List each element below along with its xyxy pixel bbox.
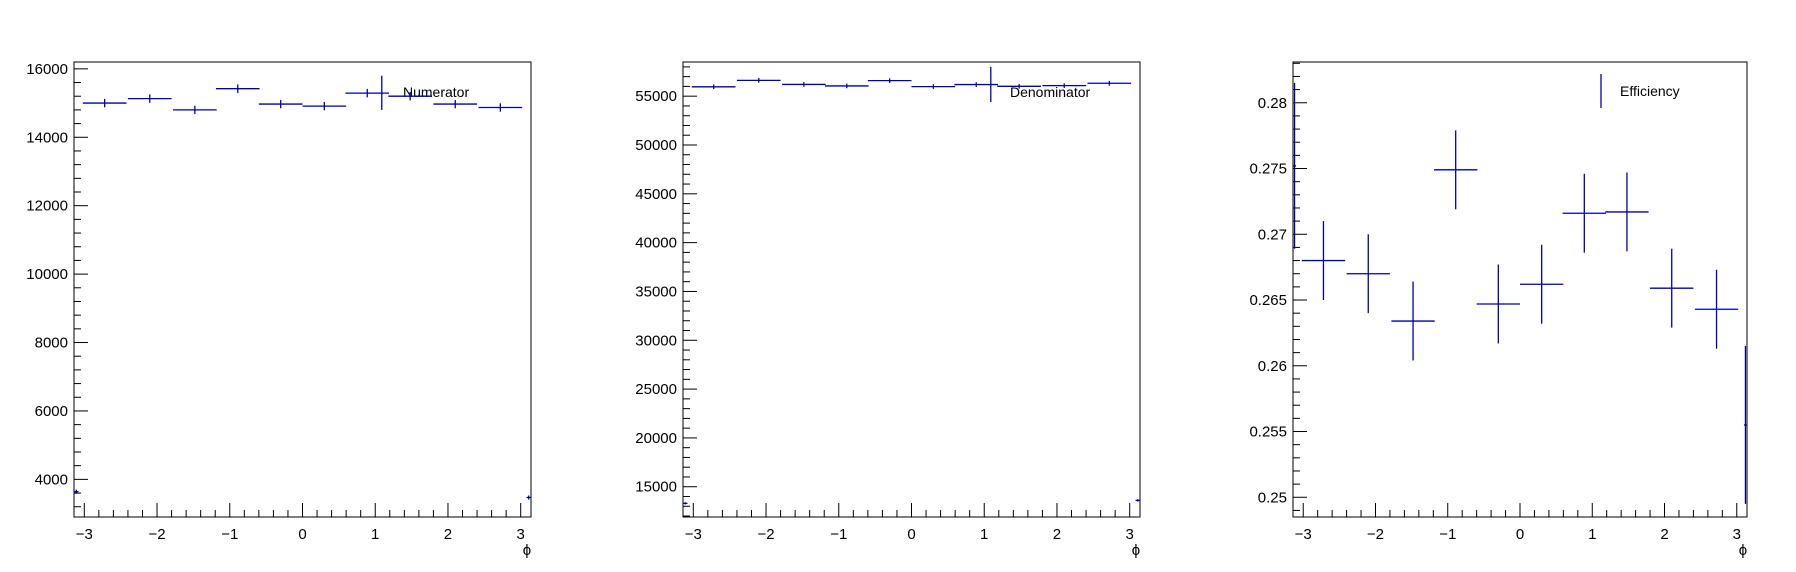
y-tick-label: 16000 xyxy=(26,61,68,78)
data-point xyxy=(824,83,869,89)
y-tick-label: 0.275 xyxy=(1249,161,1287,178)
y-tick-label: 14000 xyxy=(26,129,68,146)
data-point xyxy=(1346,234,1390,314)
data-point xyxy=(911,84,956,89)
x-tick-label: 1 xyxy=(980,526,988,543)
x-tick-label: 0 xyxy=(907,526,915,543)
data-point xyxy=(1434,130,1478,210)
data-point xyxy=(1042,83,1087,88)
x-tick-label: 2 xyxy=(444,526,452,543)
legend-label: Efficiency xyxy=(1620,83,1680,99)
x-tick-label: −3 xyxy=(76,526,93,543)
x-tick-label: −2 xyxy=(1367,526,1384,543)
x-tick-label: −3 xyxy=(685,526,702,543)
x-tick-label: −1 xyxy=(830,526,847,543)
plot-frame xyxy=(73,61,532,518)
data-point xyxy=(1293,83,1297,249)
denominator-panel: −3 −2 −1 0 1 2 3ϕ 15000 20000 25000 30000 35000 4000… xyxy=(635,61,1141,559)
data-point xyxy=(1562,173,1606,253)
x-tick-label: −1 xyxy=(221,526,238,543)
y-tick-label: 30000 xyxy=(635,332,677,349)
y-tick-label: 15000 xyxy=(635,479,677,496)
data-point xyxy=(1605,172,1649,252)
data-point xyxy=(1135,499,1140,502)
efficiency-panel: −3 −2 −1 0 1 2 3ϕ 0.25 0.255 0.26 0.265 0.27 0.275 0.… xyxy=(1249,61,1748,559)
data-point xyxy=(1087,80,1132,86)
y-tick-label: 20000 xyxy=(635,430,677,447)
data-point xyxy=(1391,281,1435,361)
x-tick-label: 3 xyxy=(1126,526,1134,543)
y-tick-label: 0.28 xyxy=(1258,95,1287,112)
x-axis-label: ϕ xyxy=(1739,542,1747,559)
data-point xyxy=(997,83,1041,89)
data-point xyxy=(1743,346,1747,504)
x-tick-label: 0 xyxy=(1516,526,1524,543)
y-tick-label: 12000 xyxy=(26,198,68,215)
data-point xyxy=(1694,269,1739,349)
data-point xyxy=(954,82,999,87)
data-point xyxy=(1520,244,1564,324)
data-point xyxy=(173,105,217,115)
y-tick-label: 4000 xyxy=(35,471,68,488)
x-tick-label: 2 xyxy=(1660,526,1668,543)
y-tick-label: 0.255 xyxy=(1249,424,1287,441)
x-axis-label: ϕ xyxy=(1132,542,1140,559)
x-tick-label: 3 xyxy=(517,526,525,543)
y-tick-label: 0.27 xyxy=(1258,226,1287,243)
y-tick-label: 6000 xyxy=(35,403,68,420)
y-tick-label: 0.26 xyxy=(1258,358,1287,375)
y-tick-label: 55000 xyxy=(635,88,677,105)
data-point xyxy=(1650,248,1694,328)
y-tick-label: 50000 xyxy=(635,137,677,154)
data-point xyxy=(691,84,736,90)
y-tick-label: 10000 xyxy=(26,266,68,283)
x-tick-label: −1 xyxy=(1439,526,1456,543)
x-tick-label: 2 xyxy=(1053,526,1061,543)
data-point xyxy=(74,489,79,494)
data-point xyxy=(258,99,303,109)
x-tick-label: 1 xyxy=(371,526,379,543)
data-point xyxy=(867,78,912,83)
plot-frame xyxy=(682,61,1141,518)
x-tick-label: 0 xyxy=(298,526,306,543)
data-point xyxy=(388,92,432,101)
x-tick-label: −2 xyxy=(757,526,774,543)
data-point xyxy=(345,88,390,98)
data-point xyxy=(215,84,260,93)
y-tick-label: 35000 xyxy=(635,283,677,300)
data-point xyxy=(782,82,826,87)
data-point xyxy=(736,78,781,83)
data-point xyxy=(526,495,531,500)
y-tick-label: 25000 xyxy=(635,381,677,398)
data-point xyxy=(433,99,478,109)
x-tick-label: −3 xyxy=(1295,526,1312,543)
x-axis-label: ϕ xyxy=(523,542,531,559)
data-point xyxy=(127,94,172,103)
y-tick-label: 40000 xyxy=(635,235,677,252)
plot-frame xyxy=(1292,61,1748,518)
legend-label: Numerator xyxy=(403,84,469,100)
y-tick-label: 0.25 xyxy=(1258,489,1287,506)
y-tick-label: 45000 xyxy=(635,186,677,203)
data-point xyxy=(1301,221,1346,301)
data-point xyxy=(82,98,127,108)
numerator-panel: −3 −2 −1 0 1 2 3ϕ 4000 6000 8000 10000 12000 14000 16… xyxy=(26,61,532,559)
data-point xyxy=(1476,264,1520,344)
y-tick-label: 8000 xyxy=(35,335,68,352)
data-point xyxy=(302,101,347,111)
data-point xyxy=(478,103,523,112)
x-tick-label: 1 xyxy=(1588,526,1596,543)
legend-label: Denominator xyxy=(1010,84,1090,100)
x-tick-label: 3 xyxy=(1733,526,1741,543)
data-point xyxy=(683,502,688,505)
y-tick-label: 0.265 xyxy=(1249,292,1287,309)
x-tick-label: −2 xyxy=(148,526,165,543)
